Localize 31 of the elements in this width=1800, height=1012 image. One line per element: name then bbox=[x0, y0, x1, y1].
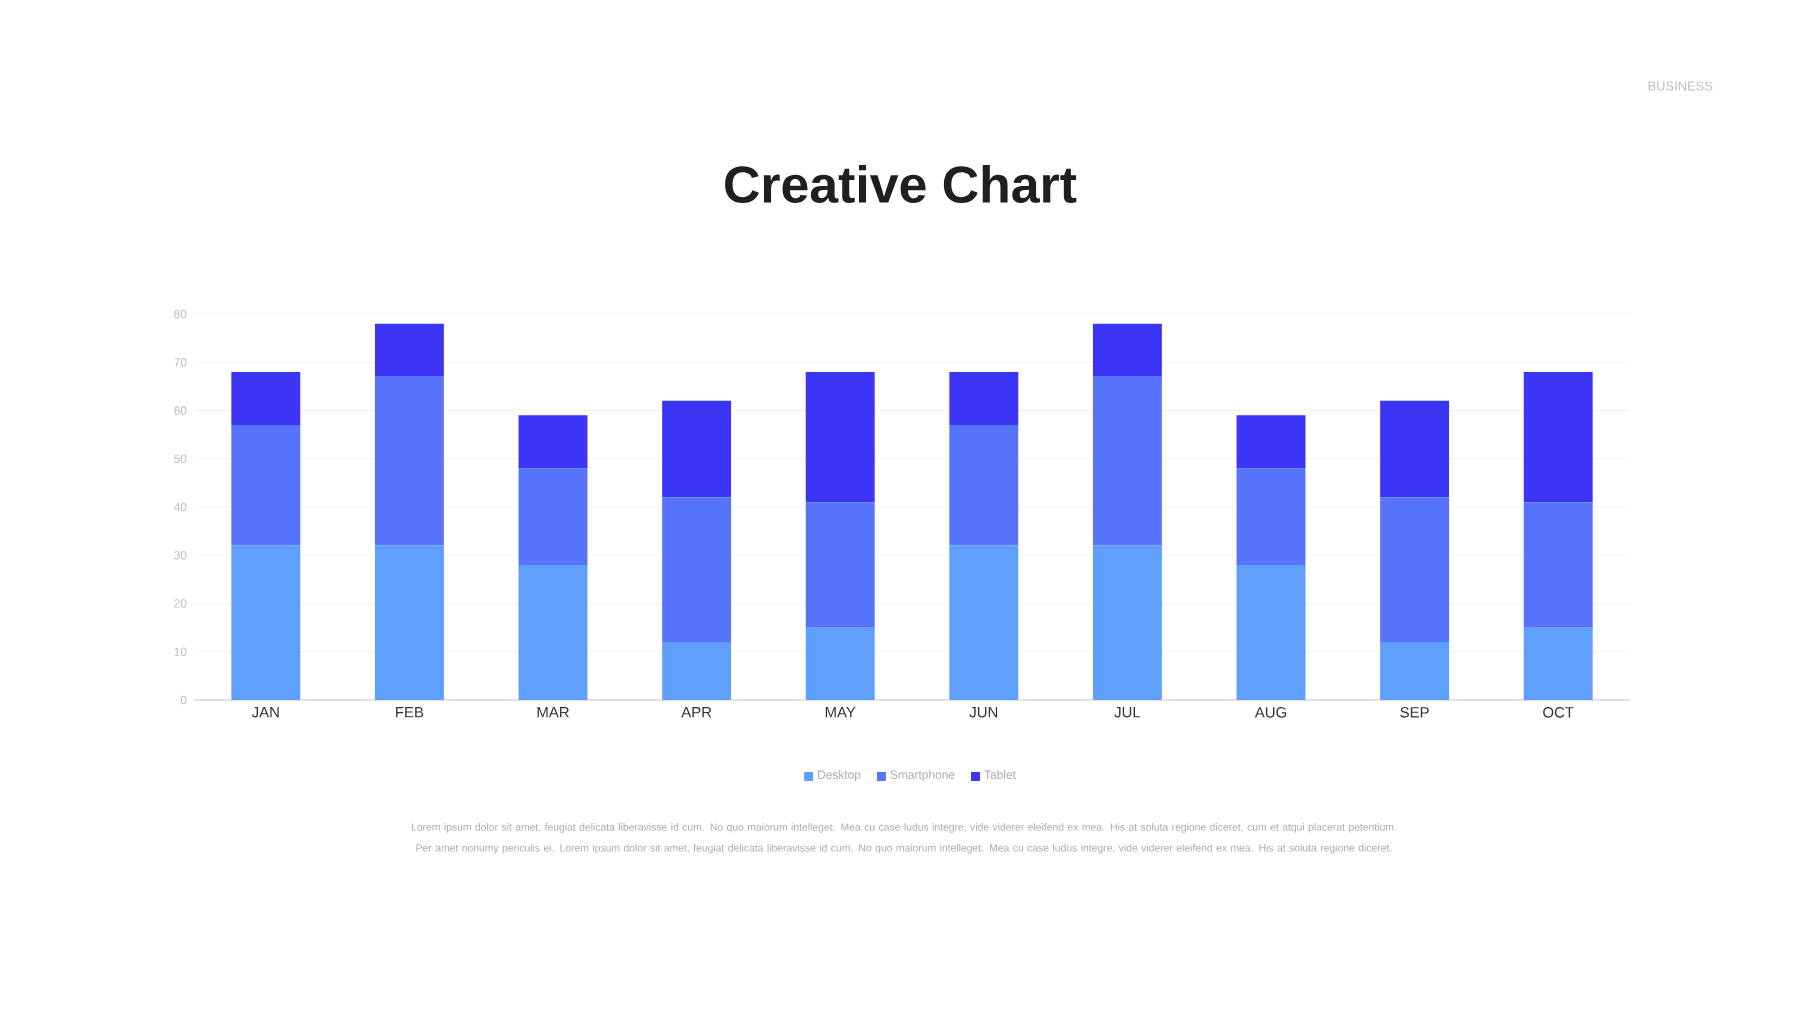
bar bbox=[1236, 564, 1306, 700]
bar bbox=[231, 371, 301, 425]
bar bbox=[374, 545, 444, 700]
bar bbox=[518, 415, 588, 469]
bar bbox=[949, 424, 1019, 546]
bar bbox=[1092, 323, 1162, 377]
bar bbox=[805, 371, 875, 503]
bar bbox=[374, 376, 444, 546]
bar bbox=[662, 400, 732, 498]
bar bbox=[231, 424, 301, 546]
bar bbox=[518, 468, 588, 565]
bar bbox=[1380, 642, 1450, 700]
bar bbox=[1523, 627, 1593, 700]
bar bbox=[805, 502, 875, 628]
chart-title: Creative Chart bbox=[725, 164, 1077, 204]
bar bbox=[949, 545, 1019, 700]
bar bbox=[1380, 400, 1450, 498]
bar bbox=[231, 545, 301, 700]
bar bbox=[518, 564, 588, 700]
bar bbox=[662, 497, 732, 643]
bar bbox=[1236, 468, 1306, 565]
bar bbox=[1236, 415, 1306, 469]
bar bbox=[374, 323, 444, 377]
bar bbox=[805, 627, 875, 700]
bar bbox=[1380, 497, 1450, 643]
bar bbox=[1523, 371, 1593, 503]
bar bbox=[1092, 376, 1162, 546]
bar bbox=[1523, 502, 1593, 628]
bar bbox=[949, 371, 1019, 425]
bar bbox=[662, 642, 732, 700]
bar bbox=[1092, 545, 1162, 700]
